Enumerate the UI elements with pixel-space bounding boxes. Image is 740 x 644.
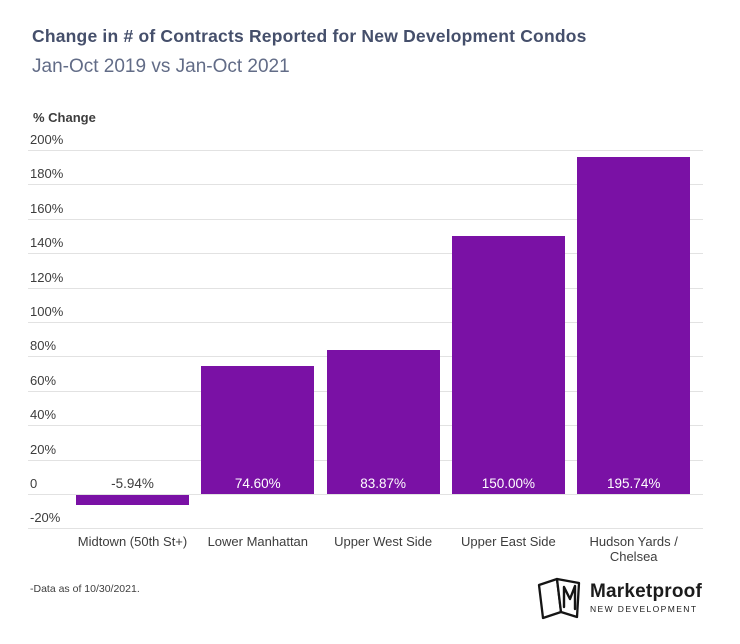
- bar-value-label: -5.94%: [111, 476, 154, 491]
- gridline-100: [28, 322, 703, 323]
- gridline-0: [28, 494, 703, 495]
- bar-upper-west-side: [326, 349, 440, 494]
- y-axis-title: % Change: [33, 110, 96, 125]
- page-title: Change in # of Contracts Reported for Ne…: [32, 26, 587, 46]
- marketproof-book-icon: [537, 577, 581, 620]
- x-category-label: Hudson Yards / Chelsea: [589, 534, 678, 564]
- gridline-180: [28, 184, 703, 186]
- marketproof-logo: Marketproof NEW DEVELOPMENT: [536, 576, 702, 620]
- bar-value-label: 150.00%: [481, 476, 536, 491]
- bar-upper-east-side: [451, 236, 565, 494]
- y-tick-label-40: 40%: [30, 407, 57, 423]
- x-category-label: Midtown (50th St+): [77, 534, 188, 549]
- y-tick-label--20: -20%: [30, 510, 61, 526]
- bar-midtown-50th-st: [76, 495, 189, 506]
- bar-lower-manhattan: [201, 365, 315, 494]
- gridline-140: [28, 253, 703, 255]
- y-tick-label-120: 120%: [30, 269, 64, 285]
- gridline-160: [28, 218, 703, 220]
- page-subtitle: Jan-Oct 2019 vs Jan-Oct 2021: [32, 56, 290, 77]
- x-category-label: Upper West Side: [334, 534, 433, 549]
- gridline-120: [28, 287, 703, 289]
- y-tick-label-20: 20%: [30, 441, 57, 457]
- data-as-of-note: -Data as of 10/30/2021.: [30, 583, 140, 595]
- gridline-200: [28, 150, 703, 151]
- logo-text-block: Marketproof NEW DEVELOPMENT: [590, 581, 702, 615]
- logo-name: Marketproof: [590, 581, 702, 602]
- y-tick-label-180: 180%: [30, 166, 64, 182]
- bar-value-label: 83.87%: [360, 476, 406, 491]
- y-tick-label-80: 80%: [30, 338, 57, 354]
- y-tick-label-100: 100%: [30, 304, 64, 319]
- y-tick-label-60: 60%: [30, 372, 57, 388]
- x-category-label: Upper East Side: [461, 534, 556, 549]
- y-tick-label-200: 200%: [30, 132, 64, 147]
- y-tick-label-0: 0: [30, 476, 38, 491]
- bar-chart-plot-area: 200% 180% 160% 140% 120% 100% 80% 60% 40% 20% 0 -20…: [0, 130, 740, 580]
- y-tick-label-140: 140%: [30, 235, 64, 251]
- bar-value-label: 74.60%: [234, 476, 281, 491]
- gridline--20: [28, 528, 703, 530]
- x-category-label: Lower Manhattan: [207, 534, 309, 549]
- logo-tagline: NEW DEVELOPMENT: [590, 604, 698, 614]
- bar-value-label: 195.74%: [607, 476, 661, 491]
- bar-hudson-yards-chelsea: [577, 157, 691, 494]
- y-tick-label-160: 160%: [30, 200, 64, 216]
